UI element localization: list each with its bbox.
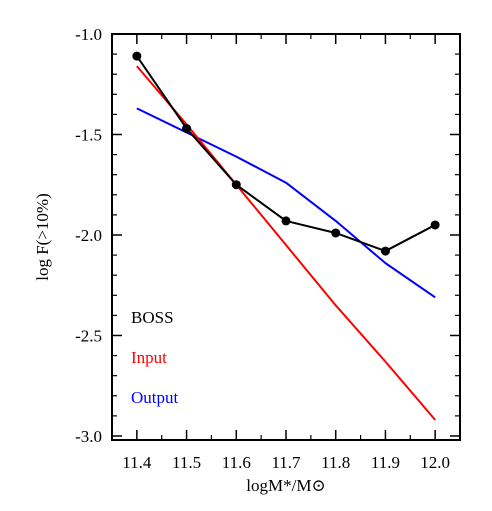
series-line-input <box>136 65 436 421</box>
series-line-output <box>136 107 436 299</box>
y-tick-label: -3.0 <box>75 427 102 446</box>
y-tick-label: -1.0 <box>75 25 102 44</box>
legend-entry-boss: BOSS <box>131 308 174 327</box>
data-point-boss <box>331 228 341 238</box>
x-tick-label: 11.4 <box>122 453 152 472</box>
data-point-boss <box>281 216 291 226</box>
ticks <box>112 33 460 440</box>
y-tick-label: -2.5 <box>75 326 102 345</box>
x-tick-label: 11.7 <box>271 453 301 472</box>
data-point-boss <box>231 180 241 190</box>
legend-entry-output: Output <box>131 388 179 407</box>
x-tick-label: 11.9 <box>371 453 400 472</box>
y-axis-label: log F(>10%) <box>33 193 52 281</box>
data-point-boss <box>132 51 142 61</box>
x-tick-label: 11.8 <box>321 453 350 472</box>
data-point-boss <box>380 246 390 256</box>
x-tick-label: 12.0 <box>420 453 450 472</box>
data-point-boss <box>182 123 192 133</box>
y-tick-label: -2.0 <box>75 226 102 245</box>
x-tick-label: 11.6 <box>222 453 251 472</box>
data-point-boss <box>430 220 440 230</box>
y-tick-label: -1.5 <box>75 125 102 144</box>
legend-entry-input: Input <box>131 348 167 367</box>
series-layer <box>132 51 440 421</box>
tick-labels: 11.4 11.5 11.6 11.7 11.8 11.9 12.0 -1.0 -1.5 -2.0… <box>75 25 450 472</box>
legend: BOSS Input Output <box>131 308 179 407</box>
x-tick-label: 11.5 <box>172 453 201 472</box>
x-axis-label: logM*/M⊙ <box>246 476 325 495</box>
